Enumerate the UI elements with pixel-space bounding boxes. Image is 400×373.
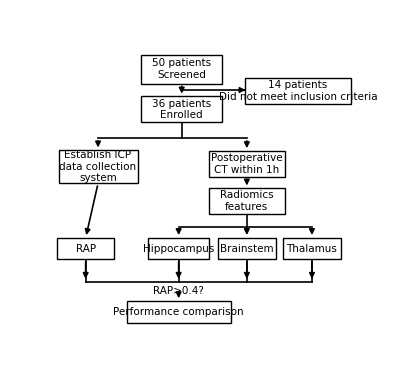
Text: 14 patients
Did not meet inclusion criteria: 14 patients Did not meet inclusion crite…	[219, 80, 377, 101]
FancyBboxPatch shape	[209, 188, 285, 214]
FancyBboxPatch shape	[148, 238, 209, 260]
Text: Radiomics
features: Radiomics features	[220, 191, 274, 212]
FancyBboxPatch shape	[218, 238, 276, 260]
FancyBboxPatch shape	[142, 97, 222, 122]
FancyBboxPatch shape	[283, 238, 341, 260]
Text: 50 patients
Screened: 50 patients Screened	[152, 58, 211, 80]
FancyBboxPatch shape	[209, 151, 285, 177]
Text: Establish ICP
data collection
system: Establish ICP data collection system	[60, 150, 137, 184]
Text: RAP>0.4?: RAP>0.4?	[153, 286, 204, 296]
FancyBboxPatch shape	[57, 238, 114, 260]
Text: Postoperative
CT within 1h: Postoperative CT within 1h	[211, 153, 283, 175]
Text: Thalamus: Thalamus	[286, 244, 337, 254]
Text: Brainstem: Brainstem	[220, 244, 274, 254]
Text: Performance comparison: Performance comparison	[113, 307, 244, 317]
Text: RAP: RAP	[76, 244, 96, 254]
Text: 36 patients
Enrolled: 36 patients Enrolled	[152, 98, 211, 120]
FancyBboxPatch shape	[127, 301, 230, 323]
Text: Hippocampus: Hippocampus	[143, 244, 214, 254]
FancyBboxPatch shape	[58, 150, 138, 184]
FancyBboxPatch shape	[142, 55, 222, 84]
FancyBboxPatch shape	[245, 78, 351, 104]
